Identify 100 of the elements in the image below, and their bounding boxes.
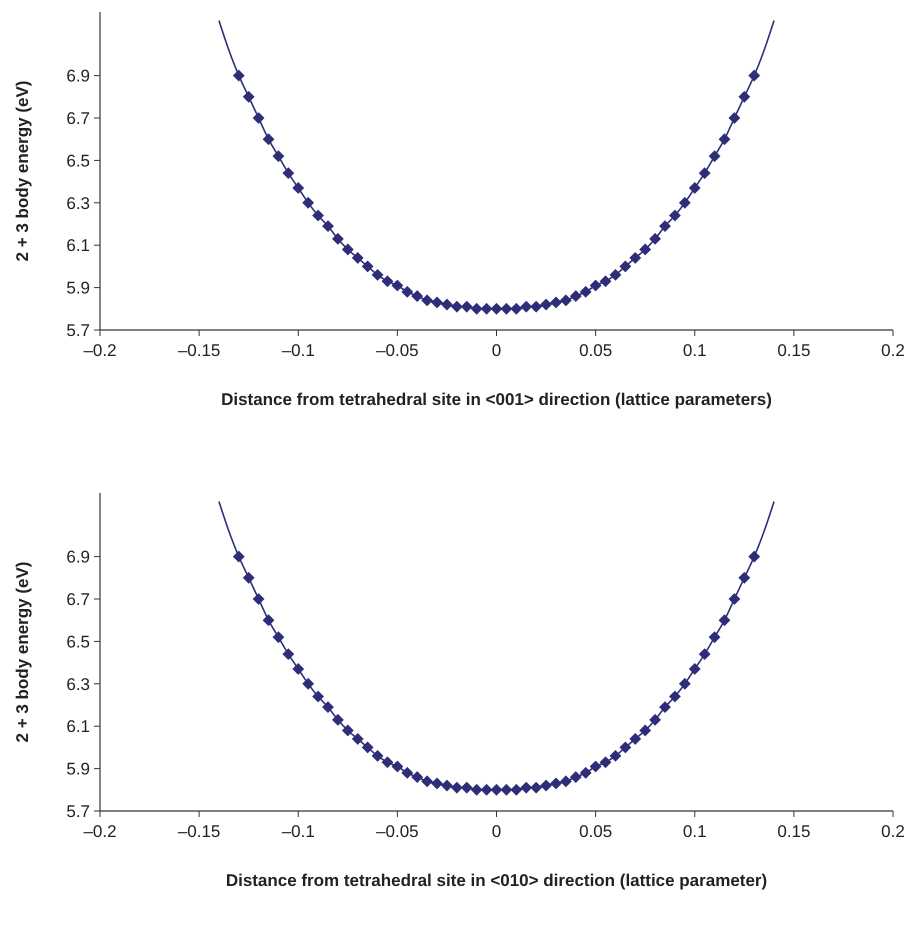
point xyxy=(659,220,671,232)
y-axis-title: 2 + 3 body energy (eV) xyxy=(13,80,32,262)
point xyxy=(708,150,720,162)
point xyxy=(342,724,354,736)
point xyxy=(639,244,652,256)
y-axis-title: 2 + 3 body energy (eV) xyxy=(13,562,32,742)
point xyxy=(580,766,592,779)
point xyxy=(600,275,612,288)
point xyxy=(421,775,434,788)
y-tick-label: 6.7 xyxy=(66,590,90,609)
x-axis-title: Distance from tetrahedral site in <010> direction (lattice parameter) xyxy=(226,871,768,890)
point xyxy=(292,663,304,675)
point xyxy=(282,648,294,660)
point xyxy=(431,778,443,790)
point xyxy=(312,210,324,222)
x-tick-label: 0.15 xyxy=(777,822,810,841)
point xyxy=(649,232,662,245)
point xyxy=(312,690,324,702)
y-tick-label: 6.5 xyxy=(66,632,90,652)
point xyxy=(362,741,374,754)
point xyxy=(560,775,572,788)
point xyxy=(688,663,701,675)
point xyxy=(639,724,652,736)
point xyxy=(530,300,542,313)
point xyxy=(748,550,760,563)
point xyxy=(718,614,730,626)
point xyxy=(738,572,750,584)
point xyxy=(302,196,314,209)
x-tick-label: –0.05 xyxy=(376,341,419,360)
point xyxy=(590,280,602,292)
point xyxy=(411,771,424,783)
x-tick-label: 0.2 xyxy=(881,822,905,841)
point xyxy=(590,760,602,772)
point xyxy=(540,298,552,310)
point xyxy=(352,733,364,745)
point xyxy=(550,296,562,308)
x-tick-label: 0.1 xyxy=(682,341,707,360)
point xyxy=(242,90,255,103)
point xyxy=(391,280,404,292)
x-tick-label: –0.1 xyxy=(282,341,315,360)
point xyxy=(728,593,740,605)
point xyxy=(460,782,473,794)
point xyxy=(619,260,632,272)
point xyxy=(688,182,701,194)
point xyxy=(678,196,691,209)
point xyxy=(570,771,582,783)
point xyxy=(322,220,334,232)
y-tick-label: 6.9 xyxy=(66,66,90,86)
y-tick-label: 6.9 xyxy=(66,548,90,567)
y-tick-label: 5.7 xyxy=(66,802,90,821)
y-tick-label: 6.7 xyxy=(66,108,90,128)
point xyxy=(490,302,502,315)
point xyxy=(698,648,711,660)
y-tick-label: 5.9 xyxy=(66,760,90,779)
point xyxy=(441,780,453,792)
point xyxy=(262,133,274,146)
point xyxy=(470,784,483,796)
y-tick-label: 6.3 xyxy=(66,674,90,694)
x-tick-label: –0.05 xyxy=(376,822,419,841)
point xyxy=(362,260,374,272)
x-tick-label: 0.15 xyxy=(777,341,810,360)
y-tick-label: 6.1 xyxy=(66,236,90,256)
point xyxy=(342,244,354,256)
point xyxy=(272,631,284,644)
y-tick-label: 5.9 xyxy=(66,278,90,298)
point xyxy=(580,286,592,298)
point xyxy=(669,210,681,222)
x-tick-label: 0 xyxy=(492,341,502,360)
point xyxy=(510,784,522,796)
point xyxy=(669,690,681,702)
point xyxy=(411,290,424,302)
point xyxy=(520,300,532,313)
y-tick-label: 6.1 xyxy=(66,717,90,736)
point xyxy=(252,112,265,124)
point xyxy=(698,167,711,180)
point xyxy=(480,784,493,796)
point xyxy=(678,678,691,690)
point xyxy=(382,756,394,768)
point xyxy=(728,112,740,124)
point xyxy=(282,167,294,180)
point xyxy=(659,701,671,714)
point xyxy=(619,741,632,754)
point xyxy=(738,90,750,103)
point xyxy=(550,778,562,790)
point xyxy=(570,290,582,302)
point xyxy=(610,268,622,281)
point xyxy=(718,133,730,146)
y-tick-label: 5.7 xyxy=(66,320,90,340)
point xyxy=(352,252,364,264)
point xyxy=(242,572,255,584)
point xyxy=(401,286,414,298)
point xyxy=(629,252,642,264)
x-tick-label: 0.2 xyxy=(881,341,905,360)
point xyxy=(748,70,760,82)
point xyxy=(708,631,720,644)
x-tick-label: –0.15 xyxy=(178,341,220,360)
point xyxy=(460,300,473,313)
point xyxy=(302,678,314,690)
x-tick-label: 0.1 xyxy=(682,822,707,841)
point xyxy=(560,294,572,306)
